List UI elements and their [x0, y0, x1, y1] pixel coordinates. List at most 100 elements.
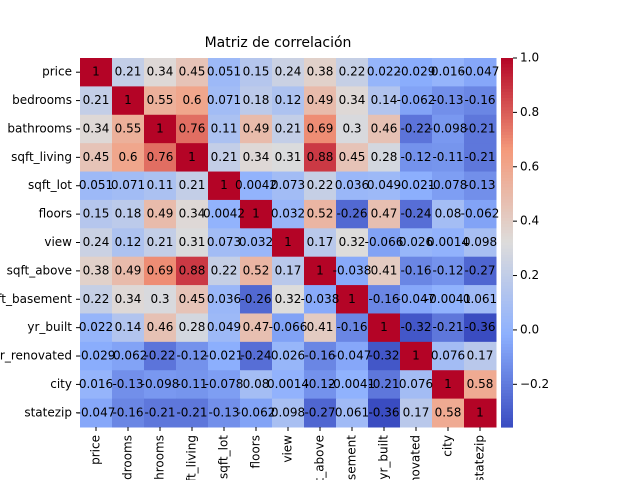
- colorbar-segment: [501, 230, 513, 234]
- cell-annotation: 0.11: [147, 178, 174, 192]
- cell-annotation: 0.073: [271, 178, 305, 192]
- colorbar-segment: [501, 399, 513, 403]
- heatmap-cell: [304, 171, 337, 201]
- cell-annotation: 0.34: [339, 93, 366, 107]
- y-tick-label: bedrooms: [12, 93, 72, 107]
- heatmap-cell: [400, 285, 433, 314]
- colorbar-segment: [501, 307, 513, 311]
- cell-annotation: 0.45: [339, 150, 366, 164]
- cell-annotation: 0.24: [83, 235, 110, 249]
- cell-annotation: 0.0014: [427, 235, 469, 249]
- cell-annotation: 0.0014: [267, 377, 309, 391]
- x-tick-label: yr_built: [377, 435, 391, 480]
- heatmap-cell: [240, 86, 273, 116]
- colorbar-segment: [501, 356, 513, 360]
- cell-annotation: 0.21: [115, 65, 142, 79]
- cell-annotation: 0.15: [83, 207, 110, 221]
- heatmap-cell: [208, 86, 241, 116]
- cell-annotation: 0.88: [179, 263, 206, 277]
- cell-annotation: 0.49: [243, 121, 270, 135]
- heatmap-cell: [112, 199, 145, 229]
- cell-annotation: 0.45: [179, 292, 206, 306]
- cell-annotation: 0.17: [467, 349, 494, 363]
- colorbar-segment: [501, 116, 513, 121]
- cell-annotation: 0.051: [207, 65, 241, 79]
- heatmap-cell: [464, 86, 497, 116]
- heatmap-cell: [304, 143, 337, 173]
- heatmap-cell: [240, 114, 273, 144]
- cell-annotation: 1: [284, 235, 292, 249]
- heatmap-cell: [208, 114, 241, 144]
- heatmap-cell: [240, 341, 273, 371]
- colorbar-tick-label: −0.2: [520, 377, 549, 391]
- colorbar-segment: [501, 260, 513, 265]
- heatmap-cell: [336, 143, 369, 173]
- heatmap-cell: [240, 171, 273, 201]
- heatmap-cell: [336, 228, 369, 258]
- colorbar-segment: [501, 380, 513, 385]
- heatmap-cell: [80, 143, 113, 173]
- cell-annotation: -0.32: [400, 320, 431, 334]
- heatmap-cell: [432, 398, 465, 428]
- colorbar-segment: [501, 316, 513, 320]
- colorbar-segment: [501, 94, 513, 99]
- cell-annotation: -0.13: [432, 93, 463, 107]
- colorbar-segment: [501, 393, 513, 397]
- heatmap-cell: [336, 58, 369, 87]
- cell-annotation: -0.11: [176, 377, 207, 391]
- cell-annotation: -0.0041: [329, 377, 375, 391]
- colorbar-segment: [501, 297, 513, 302]
- cell-annotation: 1: [444, 377, 452, 391]
- colorbar-segment: [501, 144, 513, 148]
- heatmap-cell: [240, 228, 273, 258]
- heatmap-cell: [208, 256, 241, 286]
- heatmap-cell: [176, 370, 209, 400]
- heatmap-cell: [144, 171, 177, 201]
- cell-annotation: -0.098: [429, 121, 468, 135]
- colorbar-segment: [501, 171, 513, 176]
- colorbar-segment: [501, 411, 513, 416]
- heatmap-cell: [112, 313, 145, 343]
- heatmap-cell: [144, 256, 177, 286]
- colorbar-segment: [501, 325, 513, 330]
- heatmap-cell: [144, 199, 177, 229]
- cell-annotation: -0.21: [464, 121, 495, 135]
- cell-annotation: 0.21: [211, 150, 238, 164]
- colorbar-segment: [501, 79, 513, 84]
- heatmap-cell: [208, 228, 241, 258]
- colorbar-segment: [501, 337, 513, 342]
- colorbar-segment: [501, 285, 513, 290]
- cell-annotation: -0.12: [432, 263, 463, 277]
- colorbar-segment: [501, 125, 513, 130]
- colorbar-segment: [501, 122, 513, 127]
- heatmap-cell: [400, 114, 433, 144]
- cell-annotation: 0.098: [271, 405, 305, 419]
- heatmap-cell: [144, 313, 177, 343]
- cell-annotation: 0.31: [275, 150, 302, 164]
- colorbar-segment: [501, 414, 513, 419]
- cell-annotation: 0.49: [307, 93, 334, 107]
- cell-annotation: 0.0042: [235, 178, 277, 192]
- heatmap-cell: [432, 58, 465, 87]
- cell-annotation: 0.071: [207, 93, 241, 107]
- cell-annotation: -0.21: [368, 377, 399, 391]
- colorbar-segment: [501, 61, 513, 65]
- colorbar-segment: [501, 67, 513, 71]
- cell-annotation: -0.038: [333, 263, 372, 277]
- colorbar-segment: [501, 291, 513, 296]
- cell-annotation: -0.21: [432, 320, 463, 334]
- colorbar-segment: [501, 70, 513, 74]
- cell-annotation: 0.032: [239, 235, 273, 249]
- heatmap-cell: [304, 341, 337, 371]
- cell-annotation: -0.36: [368, 405, 399, 419]
- heatmap-cell: [336, 313, 369, 343]
- heatmap-cell: [144, 143, 177, 173]
- heatmap-cell: [368, 199, 401, 229]
- cell-annotation: -0.12: [400, 150, 431, 164]
- y-tick-label: sqft_lot: [28, 178, 72, 192]
- heatmap-cell: [368, 256, 401, 286]
- colorbar-segment: [501, 273, 513, 277]
- cell-annotation: 0.22: [339, 65, 366, 79]
- cell-annotation: 0.24: [275, 65, 302, 79]
- heatmap-cell: [464, 58, 497, 87]
